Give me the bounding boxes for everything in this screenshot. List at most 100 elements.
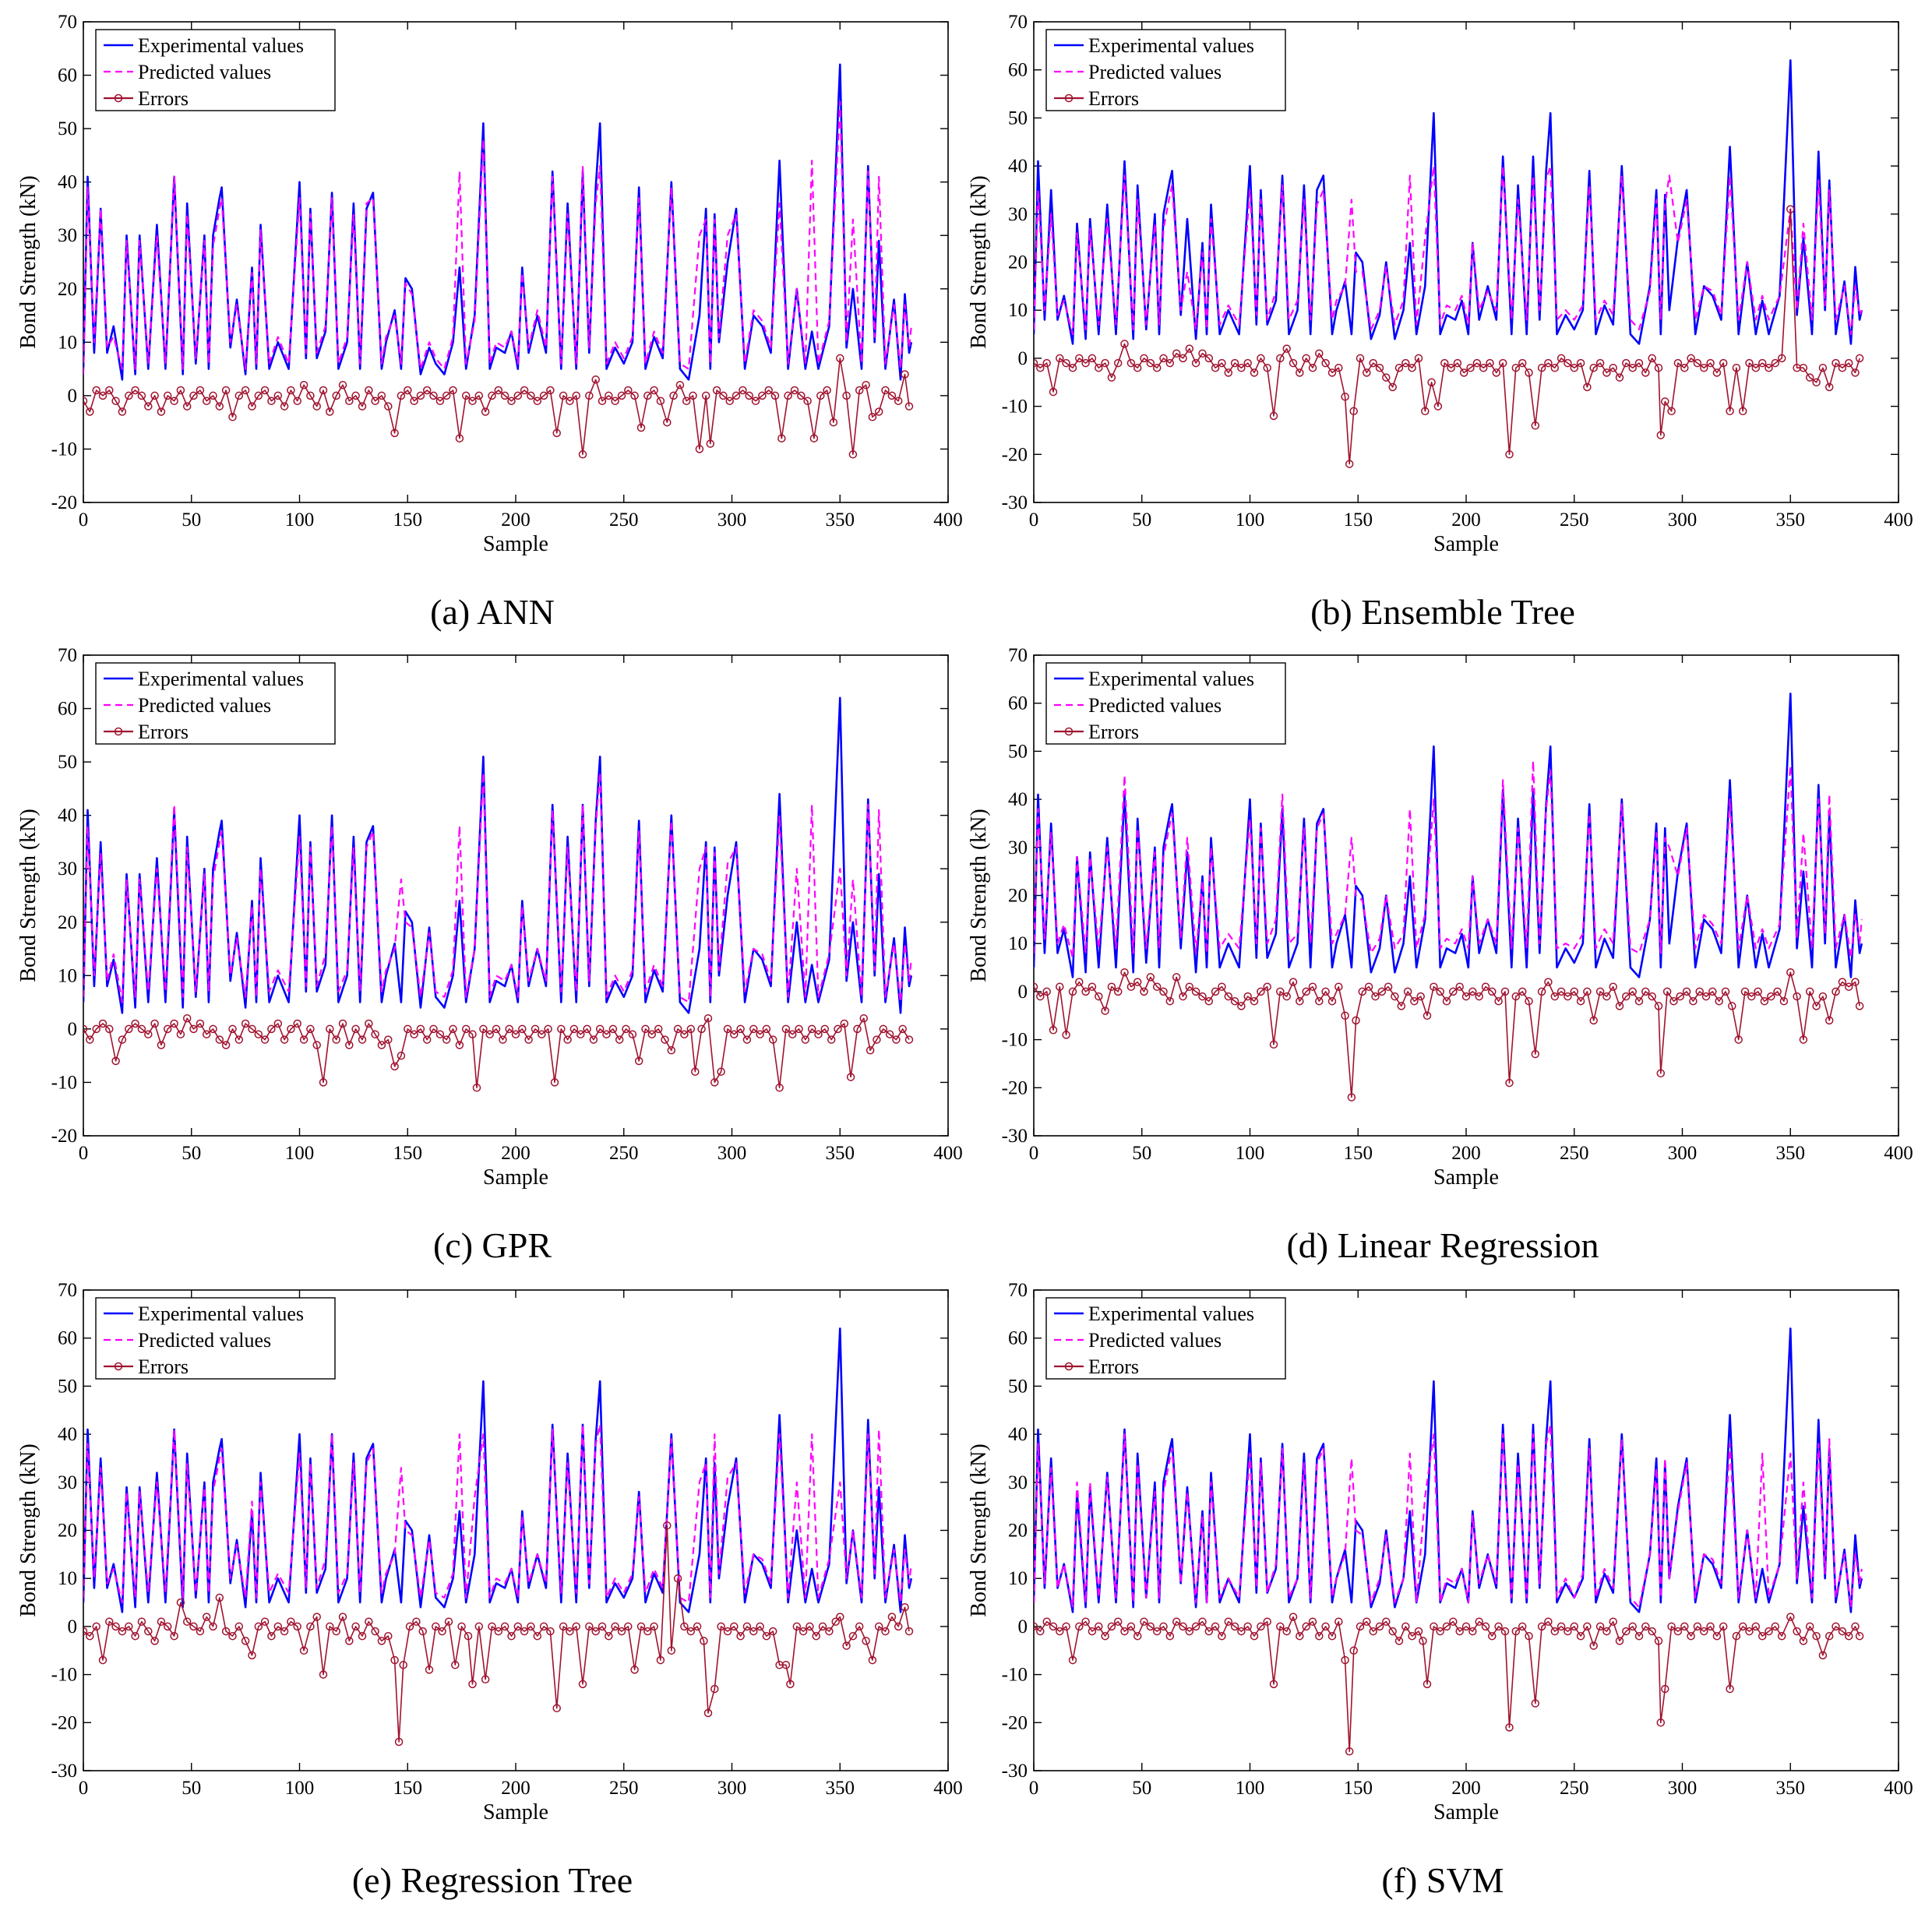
- y-tick-label: 30: [58, 858, 77, 879]
- x-tick-label: 150: [1344, 509, 1373, 531]
- error-marker: [1107, 982, 1116, 991]
- error-marker: [717, 1622, 725, 1631]
- series-group: [1034, 59, 1864, 468]
- error-marker: [1488, 987, 1497, 996]
- error-marker: [371, 1030, 379, 1038]
- x-tick-label: 150: [393, 509, 423, 531]
- error-marker: [1159, 354, 1168, 363]
- error-marker: [1812, 378, 1821, 387]
- error-marker: [170, 1631, 178, 1641]
- y-tick-label: 40: [58, 1424, 77, 1445]
- error-marker: [842, 1641, 851, 1650]
- error-marker: [1537, 1622, 1546, 1631]
- error-marker: [742, 1035, 752, 1044]
- y-tick-label: 40: [1008, 156, 1028, 177]
- error-marker: [1544, 358, 1553, 368]
- error-marker: [723, 1627, 732, 1636]
- error-marker: [1095, 1622, 1103, 1631]
- error-marker: [576, 1030, 585, 1038]
- error-marker: [1667, 1622, 1676, 1631]
- error-marker: [461, 1024, 471, 1034]
- x-tick-label: 400: [933, 509, 963, 531]
- error-marker: [1602, 368, 1611, 377]
- error-marker: [1152, 982, 1162, 991]
- legend-marker-errors: [114, 727, 123, 736]
- legend-label-errors: Errors: [1088, 721, 1139, 743]
- error-marker: [267, 1631, 276, 1641]
- error-marker: [710, 1078, 719, 1087]
- error-marker: [831, 1617, 840, 1626]
- x-tick-label: 350: [1776, 1778, 1806, 1799]
- error-marker: [866, 1046, 875, 1055]
- error-marker: [823, 386, 831, 395]
- error-marker: [394, 1737, 404, 1747]
- error-marker: [1468, 1627, 1477, 1636]
- error-marker: [1042, 1617, 1051, 1626]
- y-tick-label: 60: [58, 1328, 77, 1349]
- error-marker: [661, 1035, 669, 1044]
- y-tick-label: 70: [1008, 1280, 1028, 1301]
- error-marker: [432, 1622, 440, 1631]
- error-marker: [1805, 373, 1814, 382]
- y-tick-label: -20: [1002, 1712, 1028, 1733]
- error-marker: [137, 1617, 146, 1626]
- error-marker: [1656, 1069, 1666, 1078]
- error-marker: [1689, 996, 1698, 1006]
- error-marker: [1433, 402, 1443, 411]
- error-marker: [1500, 987, 1510, 996]
- error-marker: [682, 397, 691, 405]
- error-marker: [792, 1622, 802, 1631]
- legend-label-predicted: Predicted values: [1088, 61, 1222, 83]
- error-marker: [157, 1617, 166, 1626]
- error-marker: [1034, 982, 1038, 991]
- panel-caption: (c) GPR: [433, 1225, 552, 1265]
- error-marker: [1505, 1078, 1514, 1087]
- error-marker: [1505, 450, 1514, 459]
- error-marker: [1133, 363, 1142, 372]
- error-marker: [254, 1622, 263, 1631]
- error-marker: [358, 402, 367, 411]
- error-marker: [500, 1622, 509, 1631]
- legend-label-predicted: Predicted values: [1088, 694, 1222, 717]
- error-marker: [1550, 363, 1560, 372]
- error-marker: [539, 1622, 548, 1631]
- error-marker: [1494, 1622, 1503, 1631]
- error-marker: [650, 386, 658, 395]
- error-marker: [1701, 992, 1711, 1001]
- error-marker: [1838, 363, 1847, 372]
- error-marker: [730, 1622, 739, 1631]
- error-marker: [513, 391, 523, 400]
- error-marker: [812, 1631, 820, 1641]
- error-marker: [1622, 358, 1631, 368]
- error-marker: [287, 386, 295, 395]
- error-marker: [569, 1024, 579, 1034]
- error-marker: [176, 386, 185, 395]
- legend-box: [95, 1297, 336, 1380]
- error-marker: [412, 1617, 421, 1626]
- error-marker: [1449, 1617, 1458, 1626]
- error-marker: [397, 1051, 406, 1060]
- error-marker: [1838, 1627, 1847, 1636]
- error-marker: [695, 445, 704, 453]
- error-marker: [1356, 354, 1365, 363]
- error-marker: [1525, 368, 1533, 377]
- y-axis-label: Bond Strength (kN): [16, 1443, 41, 1616]
- series-line-experimental: [83, 696, 913, 1014]
- legend: Experimental values Predicted values Error…: [95, 662, 336, 745]
- error-marker: [1257, 1622, 1265, 1631]
- legend-label-experimental: Experimental values: [138, 668, 304, 690]
- series-line-predicted: [1034, 1423, 1863, 1609]
- error-marker: [1341, 1655, 1349, 1665]
- error-marker: [1363, 1617, 1371, 1626]
- error-marker: [1352, 1016, 1360, 1025]
- error-marker: [1648, 354, 1656, 363]
- error-marker: [520, 386, 529, 395]
- error-marker: [862, 380, 870, 390]
- error-marker: [1347, 1093, 1356, 1102]
- error-marker: [809, 434, 819, 442]
- error-marker: [806, 1622, 814, 1631]
- x-tick-label: 0: [1029, 1778, 1039, 1799]
- error-marker: [1570, 1622, 1579, 1631]
- error-marker: [319, 386, 328, 395]
- error-marker: [622, 1024, 630, 1034]
